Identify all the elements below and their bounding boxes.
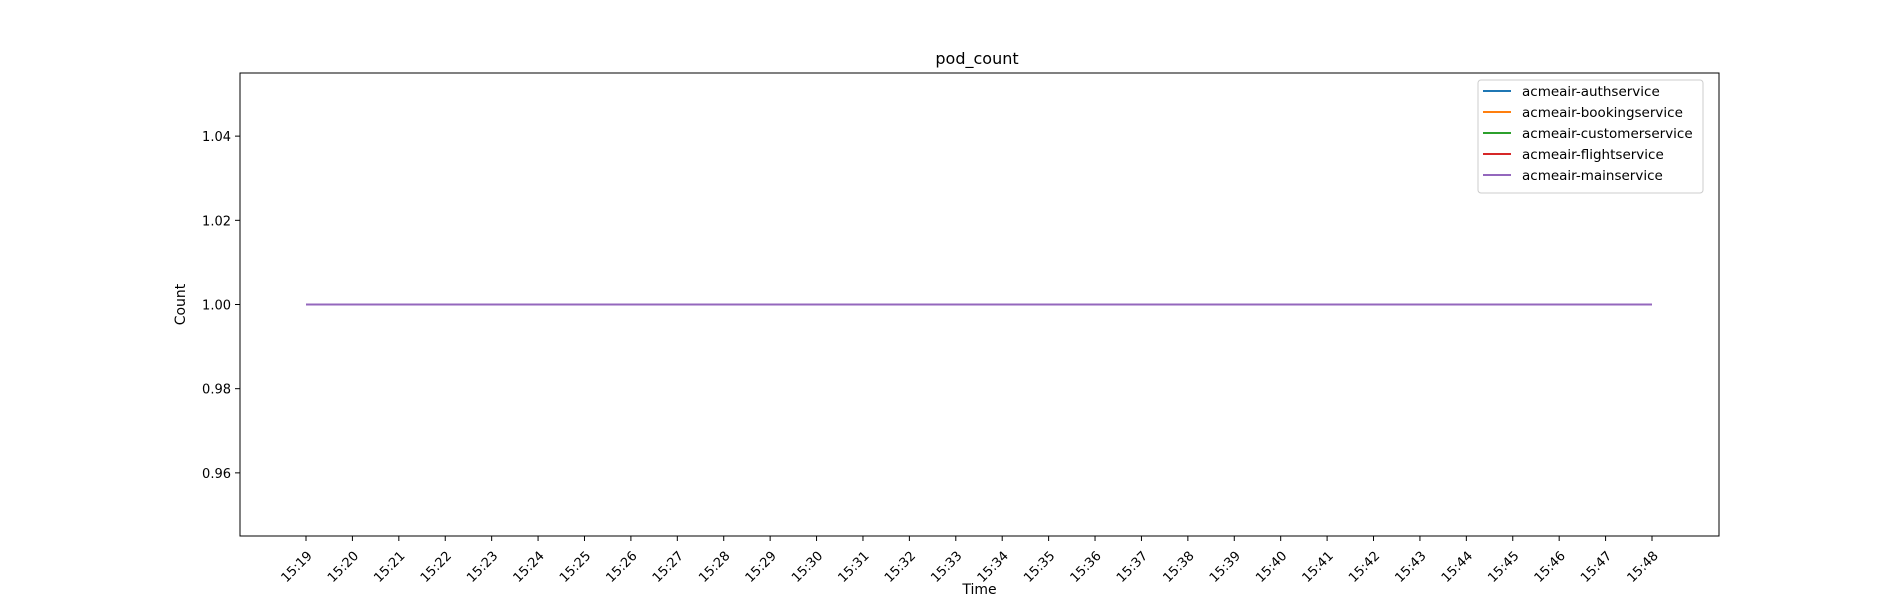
x-tick-label: 15:43 [1392,549,1429,586]
legend-label: acmeair-authservice [1522,84,1660,100]
chart-title: pod_count [935,49,1018,69]
legend: acmeair-authservice acmeair-bookingservic… [1477,79,1704,194]
legend-label: acmeair-customerservice [1522,126,1693,142]
legend-box [1477,79,1704,194]
x-tick-label: 15:31 [836,549,873,586]
y-tick-label: 1.02 [202,214,231,229]
y-axis: 0.96 0.98 1.00 1.02 1.04 [202,130,240,482]
x-tick-label: 15:38 [1160,549,1197,586]
x-tick-label: 15:34 [975,549,1012,586]
x-tick-label: 15:25 [557,549,594,586]
x-tick-label: 15:30 [789,549,826,586]
x-tick-label: 15:29 [743,549,780,586]
x-tick-label: 15:41 [1300,549,1337,586]
x-tick-label: 15:20 [325,549,362,586]
x-tick-label: 15:40 [1253,549,1290,586]
x-tick-label: 15:37 [1114,549,1151,586]
x-tick-label: 15:42 [1346,549,1383,586]
x-tick-label: 15:44 [1439,549,1476,586]
x-tick-label: 15:33 [928,549,965,586]
x-tick-label: 15:48 [1625,549,1662,586]
x-tick-label: 15:36 [1068,549,1105,586]
x-tick-label: 15:21 [371,549,408,586]
x-axis: 15:19 15:20 15:21 15:22 15:23 15:24 15:25 15:26… [279,536,1662,586]
legend-label: acmeair-flightservice [1522,147,1664,163]
x-tick-label: 15:46 [1532,549,1569,586]
legend-label: acmeair-mainservice [1522,168,1663,184]
x-tick-label: 15:47 [1578,549,1615,586]
y-tick-label: 1.04 [202,130,231,145]
x-axis-label: Time [961,582,996,598]
x-tick-label: 15:19 [279,549,316,586]
y-tick-label: 0.98 [202,383,231,398]
x-tick-label: 15:23 [464,549,501,586]
x-tick-label: 15:27 [650,549,687,586]
x-tick-label: 15:35 [1021,549,1058,586]
y-axis-label: Count [173,283,189,325]
x-tick-label: 15:32 [882,549,919,586]
x-tick-label: 15:26 [603,549,640,586]
x-tick-label: 15:28 [696,549,733,586]
x-tick-label: 15:45 [1485,549,1522,586]
y-tick-label: 1.00 [202,299,231,314]
x-tick-label: 15:24 [511,549,548,586]
legend-label: acmeair-bookingservice [1522,105,1683,121]
y-tick-label: 0.96 [202,467,231,482]
x-tick-label: 15:39 [1207,549,1244,586]
x-tick-label: 15:22 [418,549,455,586]
